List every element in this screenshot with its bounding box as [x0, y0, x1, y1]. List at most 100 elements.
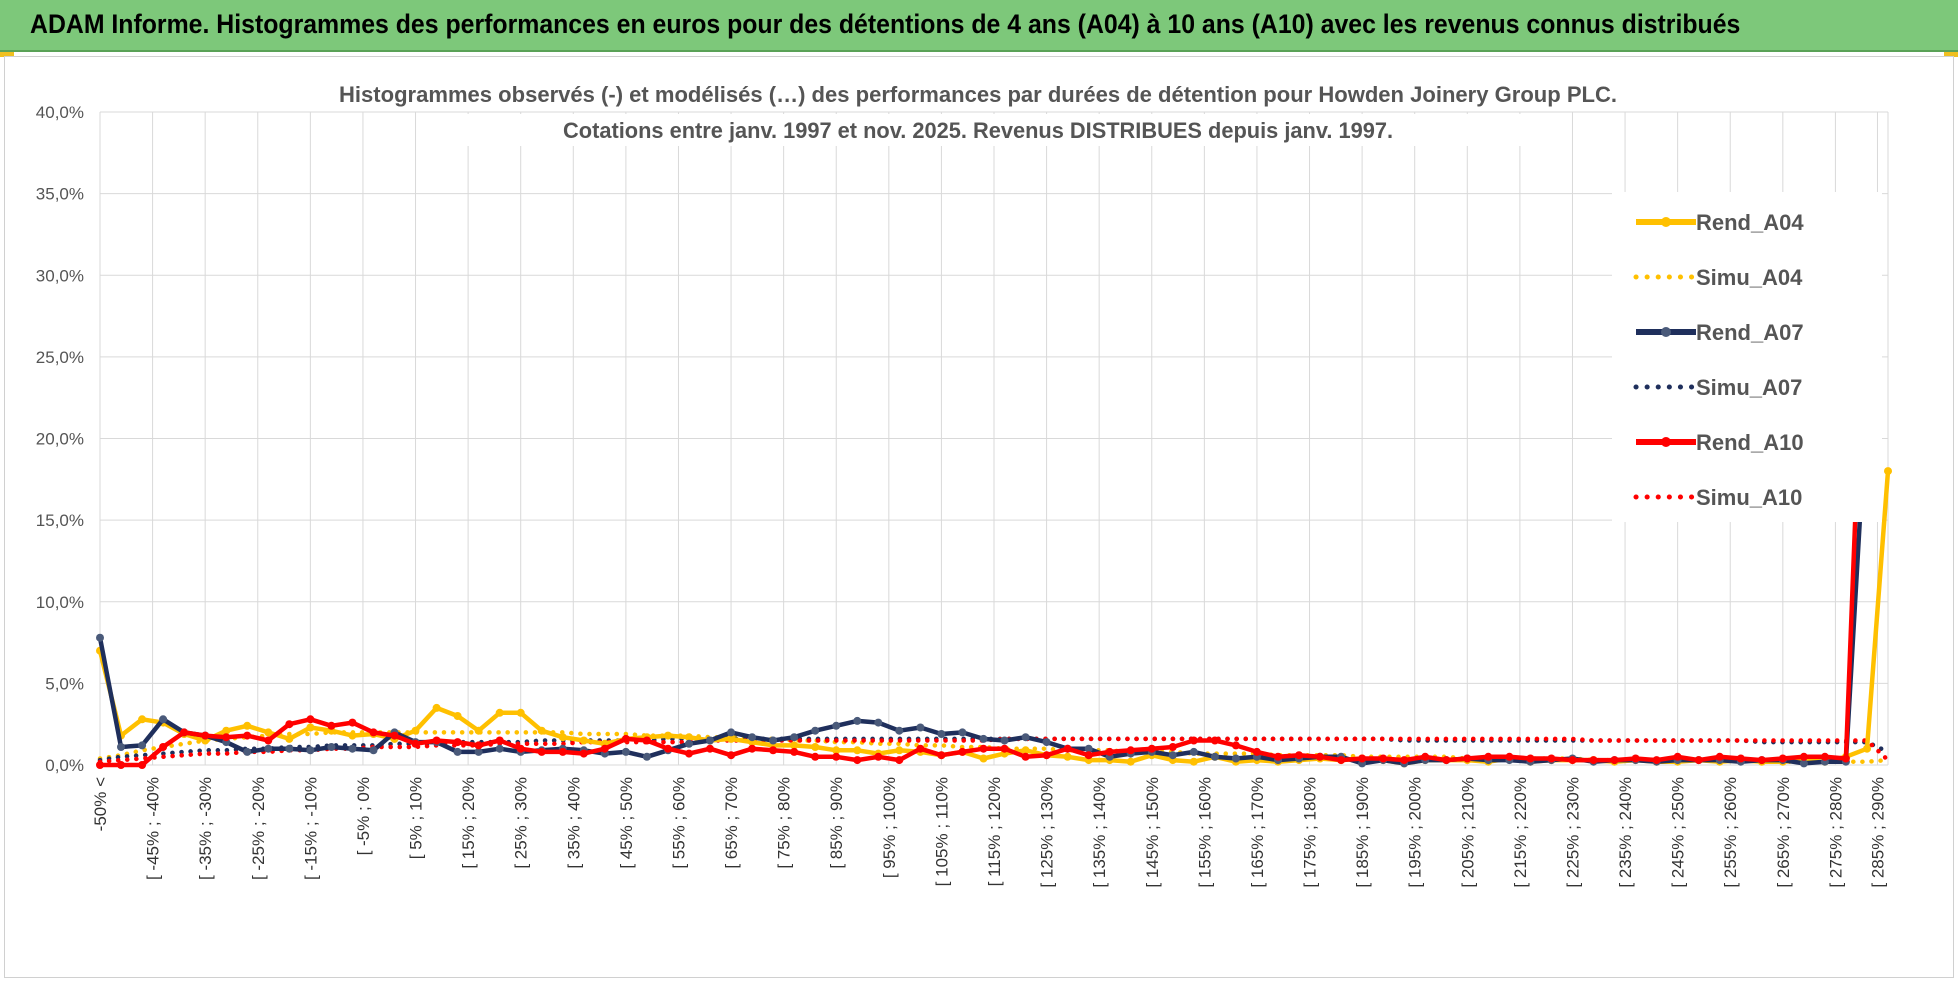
data-point — [1863, 744, 1871, 753]
y-tick-label: 0,0% — [45, 756, 84, 775]
data-point — [117, 743, 125, 751]
legend: Rend_A04 Simu_A04 Rend_A07 Simu_A07 Rend_A10… — [1612, 192, 1882, 522]
corner-mark-right — [1944, 52, 1958, 57]
data-point — [558, 733, 567, 742]
x-tick-label: [ 165% ; 170% — [1248, 777, 1267, 888]
chart-title-line: Cotations entre janv. 1997 et nov. 2025.… — [563, 118, 1393, 143]
series-line — [100, 216, 1870, 768]
x-tick-label: [ -45% ; -40% — [144, 777, 163, 880]
data-point — [369, 728, 378, 737]
x-tick-label: [ 85% ; 90% — [827, 777, 846, 869]
data-point — [138, 741, 147, 750]
data-point — [474, 726, 483, 735]
data-point — [1295, 751, 1303, 760]
y-tick-label: 15,0% — [36, 511, 84, 530]
x-tick-label: [ 35% ; 40% — [564, 777, 583, 869]
data-point — [685, 733, 693, 742]
data-point — [411, 726, 420, 735]
data-point — [495, 744, 504, 753]
data-point — [432, 736, 441, 745]
data-point — [1316, 752, 1324, 761]
data-point — [453, 712, 462, 720]
data-point — [243, 747, 252, 756]
data-point — [1652, 756, 1661, 765]
data-point — [1820, 752, 1829, 761]
data-point — [495, 708, 504, 717]
series-line — [97, 395, 1870, 766]
data-point — [1589, 756, 1598, 765]
header-banner: ADAM Informe. Histogrammes des performan… — [0, 0, 1958, 52]
y-axis: 0,0% 5,0% 10,0% 15,0% 20,0% 25,0% 30,0% 35,0% 40… — [36, 103, 84, 775]
data-point — [664, 744, 672, 753]
data-point — [1021, 746, 1030, 755]
data-point — [1610, 756, 1619, 765]
legend-item-simu_a04: Simu_A04 — [1633, 265, 1803, 290]
data-point — [1189, 757, 1198, 766]
data-point — [874, 718, 883, 727]
data-point — [706, 736, 714, 745]
legend-marker — [1661, 327, 1671, 337]
data-point — [558, 747, 567, 756]
legend-label: Simu_A10 — [1696, 485, 1802, 510]
data-point — [1252, 747, 1261, 756]
legend-label: Simu_A04 — [1696, 265, 1803, 290]
data-point — [1084, 751, 1093, 760]
data-point — [1841, 754, 1850, 763]
x-tick-label: [ 285% ; 290% — [1868, 777, 1887, 888]
data-point — [727, 734, 736, 743]
x-tick-label: [ 245% ; 250% — [1669, 777, 1688, 888]
y-tick-label: 35,0% — [36, 185, 84, 204]
data-point — [1126, 746, 1135, 755]
data-point — [1400, 756, 1409, 765]
data-point — [96, 633, 104, 642]
data-point — [748, 744, 757, 753]
data-point — [1063, 752, 1072, 761]
data-point — [1358, 754, 1367, 763]
data-point — [264, 744, 273, 753]
data-point — [621, 747, 630, 756]
data-point — [1484, 752, 1493, 761]
data-point — [1000, 744, 1009, 753]
x-tick-label: [ 145% ; 150% — [1143, 777, 1162, 888]
data-point — [1021, 733, 1030, 742]
legend-item-simu_a07: Simu_A07 — [1633, 375, 1802, 400]
legend-label: Rend_A10 — [1696, 430, 1804, 455]
data-point — [790, 733, 799, 742]
data-point — [1547, 754, 1556, 763]
x-tick-label: -50% < — [91, 777, 110, 831]
x-axis: -50% < [ -45% ; -40% [ -35% ; -30% [ -25% ;… — [91, 777, 1887, 888]
data-point — [916, 723, 925, 732]
x-tick-label: [ 15% ; 20% — [459, 777, 478, 869]
data-point — [453, 738, 462, 747]
x-tick-label: [ 125% ; 130% — [1038, 777, 1057, 888]
data-point — [811, 726, 820, 735]
data-point — [790, 741, 799, 750]
legend-label: Rend_A04 — [1696, 210, 1804, 235]
data-point — [958, 728, 967, 737]
data-point — [159, 743, 168, 751]
data-point — [874, 752, 883, 761]
data-point — [306, 715, 315, 724]
x-tick-label: [ 25% ; 30% — [512, 777, 531, 869]
series-rend_a10 — [96, 212, 1871, 769]
y-tick-label: 30,0% — [36, 266, 84, 285]
data-point — [621, 734, 630, 743]
data-point — [306, 746, 315, 755]
data-point — [811, 743, 820, 751]
x-tick-label: [ 75% ; 80% — [775, 777, 794, 869]
data-point — [916, 744, 925, 753]
y-tick-label: 40,0% — [36, 103, 84, 122]
data-point — [1021, 752, 1030, 761]
series-simu_a10 — [97, 736, 1891, 764]
data-point — [600, 744, 609, 753]
data-point — [243, 731, 252, 740]
data-point — [685, 739, 693, 748]
data-point — [727, 751, 736, 760]
data-point — [180, 728, 189, 737]
data-point — [390, 731, 399, 740]
legend-item-rend_a07: Rend_A07 — [1636, 320, 1804, 345]
series-lines — [96, 212, 1892, 769]
data-point — [664, 731, 672, 740]
page-title: ADAM Informe. Histogrammes des performan… — [30, 9, 1741, 39]
data-point — [537, 747, 546, 756]
